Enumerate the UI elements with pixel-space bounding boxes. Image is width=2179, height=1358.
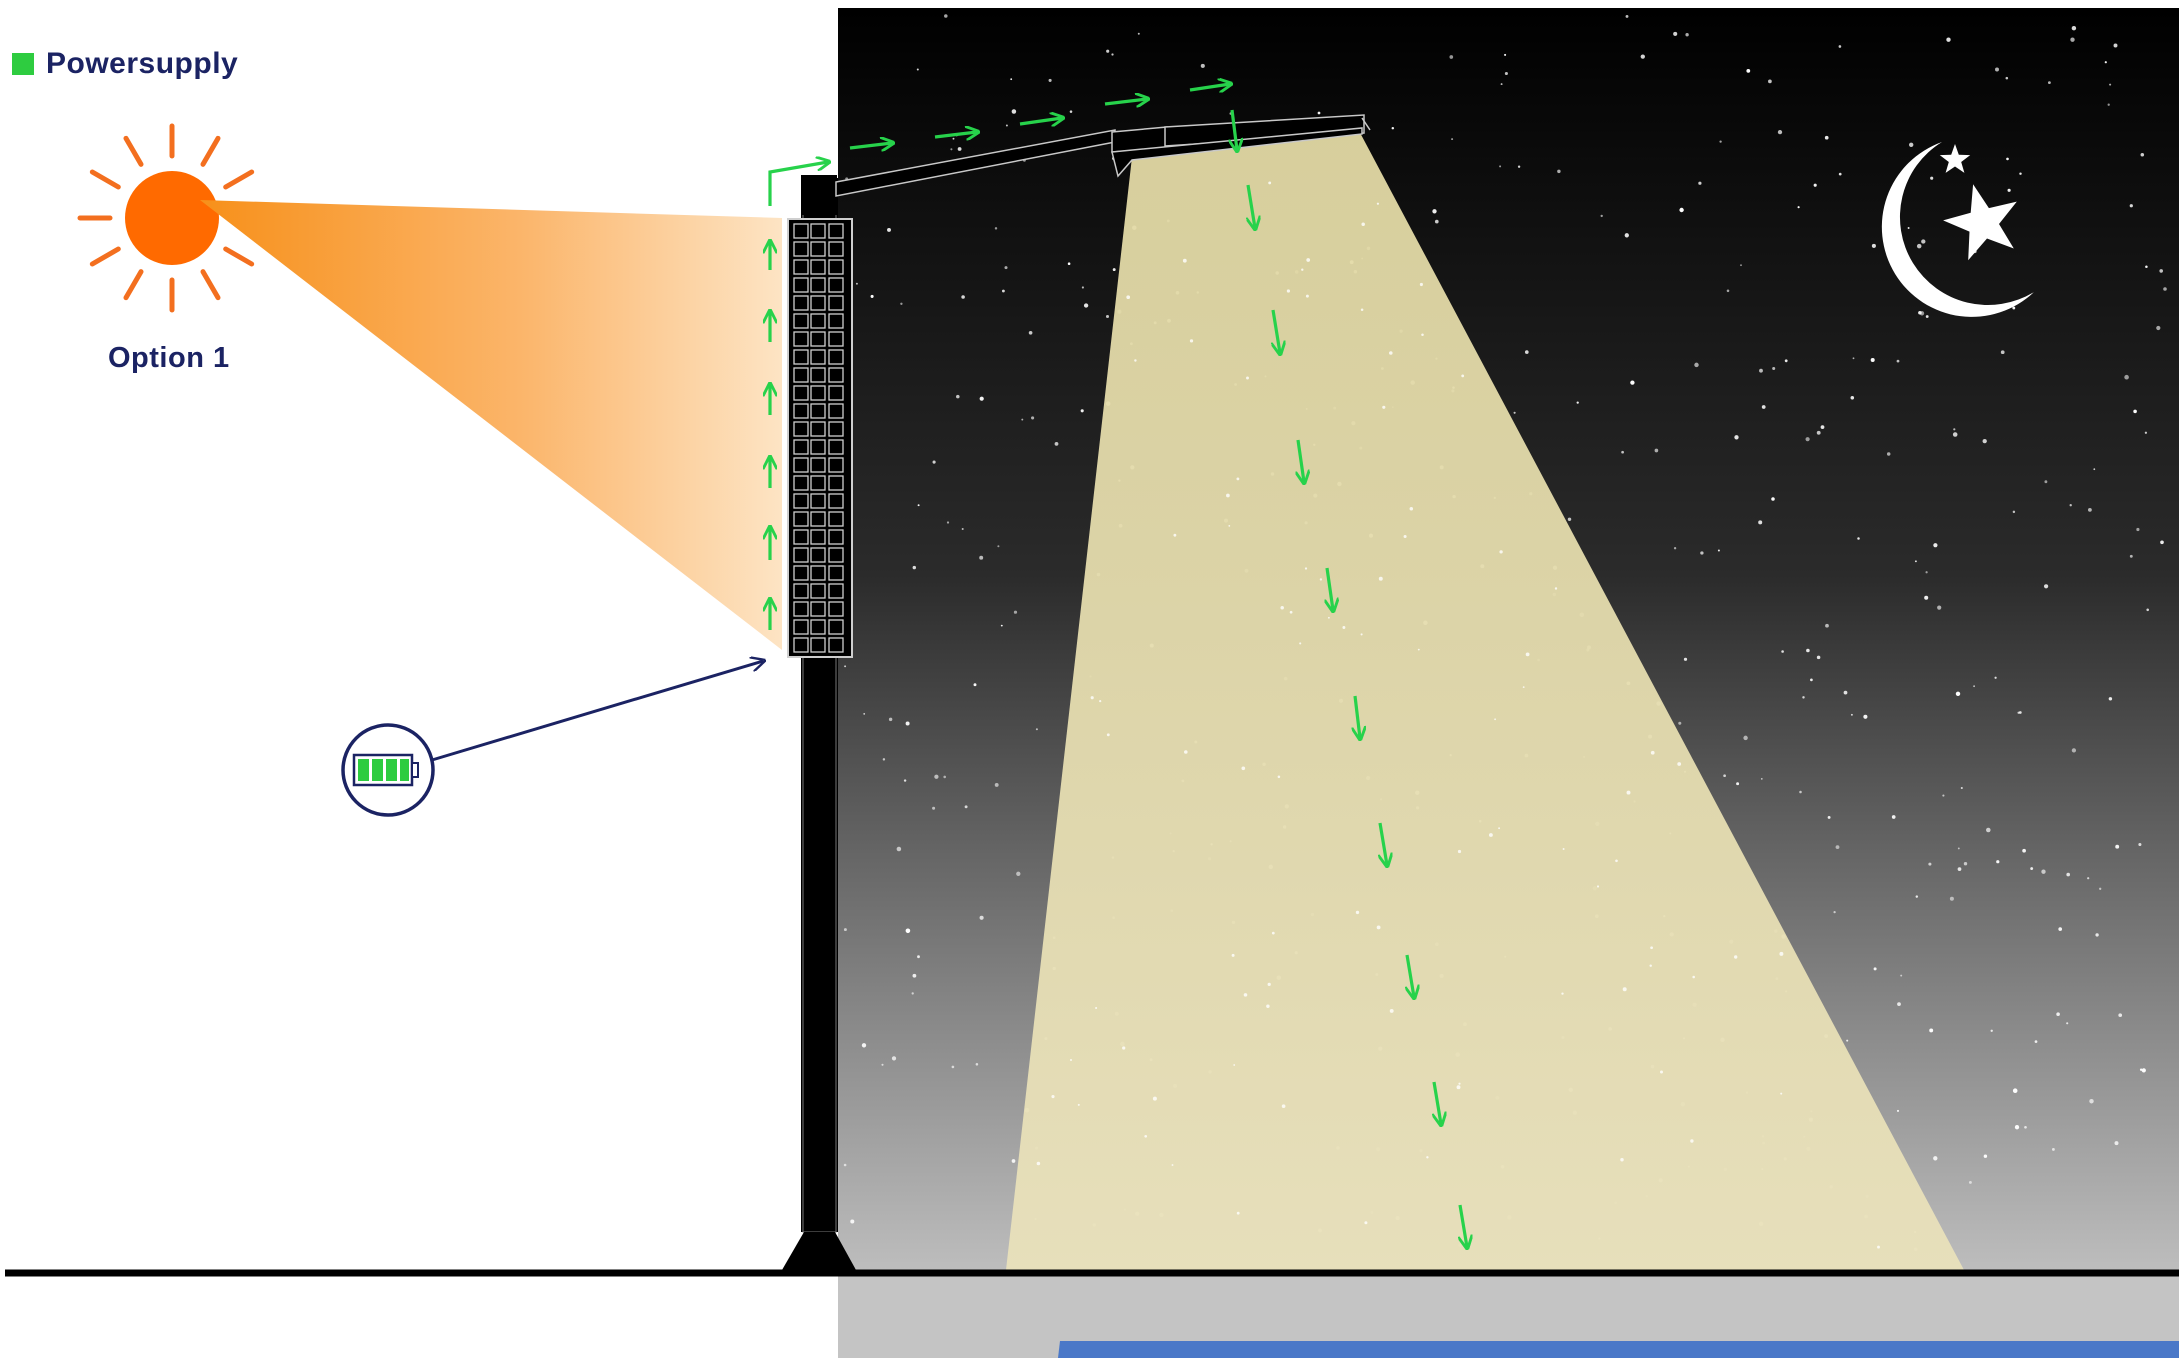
- road-strip: [1058, 1341, 2179, 1358]
- solar-panel: [787, 218, 853, 658]
- legend-swatch: [12, 53, 34, 75]
- star-icon: [1939, 144, 1971, 173]
- lamp-arm: [835, 114, 1371, 197]
- battery-pointer-arrow: [431, 661, 763, 762]
- sun-option-label: Option 1: [108, 342, 230, 374]
- legend: Powersupply: [12, 47, 238, 81]
- star-icon: [1943, 184, 2017, 261]
- light-sparkles: [1036, 181, 1880, 1249]
- legend-label: Powersupply: [46, 47, 239, 80]
- battery-icon: [341, 723, 435, 817]
- crescent-moon-icon: [1881, 142, 2034, 317]
- lamp-light-cone: [1006, 127, 1964, 1270]
- sunlight-beam: [200, 200, 782, 650]
- power-flow-arrows: [770, 84, 1467, 1247]
